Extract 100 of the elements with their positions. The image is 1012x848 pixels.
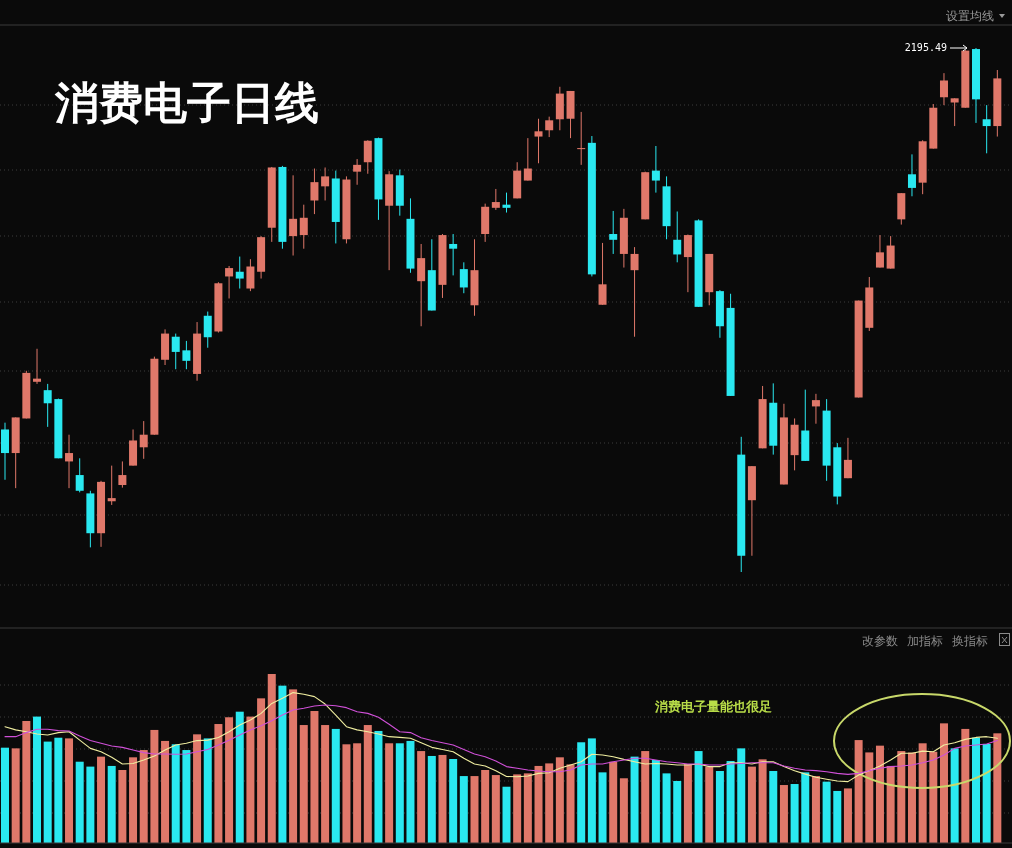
bar (854, 740, 863, 843)
bar (662, 773, 671, 843)
bar (406, 740, 415, 843)
bar (342, 744, 351, 843)
bar (683, 764, 692, 843)
candlestick (545, 116, 554, 138)
bar (481, 769, 490, 843)
candlestick (107, 465, 116, 506)
bar (641, 751, 650, 843)
bar (225, 717, 234, 843)
bar (235, 711, 244, 843)
bar (161, 740, 170, 843)
bar (811, 776, 820, 843)
bar (630, 756, 639, 843)
candlestick (534, 118, 543, 164)
bar (459, 776, 468, 843)
candlestick (353, 158, 362, 186)
candlestick (417, 243, 426, 327)
bar (139, 750, 148, 843)
bar (118, 769, 127, 843)
bar (438, 754, 447, 843)
bar (555, 757, 564, 843)
bar (918, 743, 927, 843)
candlestick (299, 204, 308, 250)
bar (65, 738, 74, 843)
bar (971, 737, 980, 843)
bar (11, 748, 20, 843)
text: 加指标 (907, 634, 943, 648)
text: 设置均线 (946, 9, 994, 23)
bar (97, 756, 106, 843)
bar (577, 742, 586, 843)
candlestick (1, 422, 10, 481)
candlestick (630, 246, 639, 338)
candlestick (235, 256, 244, 290)
bar (22, 720, 31, 843)
text: 消费电子日线 (54, 77, 319, 128)
bar (449, 759, 458, 843)
candlestick (139, 420, 148, 460)
bar (299, 725, 308, 843)
bar (587, 738, 596, 843)
candlestick (33, 348, 42, 385)
bar (566, 764, 575, 843)
bar (289, 689, 298, 843)
bar (715, 771, 724, 843)
bar (619, 778, 628, 843)
candlestick (171, 333, 180, 370)
candlestick (651, 145, 660, 194)
candlestick (65, 434, 74, 489)
candlestick (449, 233, 458, 276)
bar (694, 751, 703, 843)
bar (182, 750, 191, 843)
bar (43, 741, 52, 843)
bar (758, 759, 767, 843)
bar (363, 725, 372, 843)
bar (1, 747, 10, 843)
bar (950, 748, 959, 843)
candlestick (502, 192, 511, 214)
candlestick (310, 168, 319, 215)
candlestick (225, 265, 234, 299)
bar (513, 774, 522, 843)
candlestick (523, 137, 532, 182)
candlestick (182, 340, 191, 370)
candlestick (609, 210, 618, 255)
bar (278, 685, 287, 843)
candlestick (939, 72, 948, 106)
bar (897, 751, 906, 843)
bar (267, 674, 276, 843)
bar (395, 743, 404, 843)
bar (246, 716, 255, 843)
bar (129, 757, 138, 843)
bar (427, 755, 436, 843)
bar (833, 790, 842, 843)
bar (843, 788, 852, 843)
text: 改参数 (862, 634, 898, 648)
bar (598, 772, 607, 843)
candlestick (683, 234, 692, 293)
bar (502, 786, 511, 843)
text: 换指标 (952, 634, 988, 648)
bar (993, 733, 1002, 843)
candlestick (843, 437, 852, 479)
bar (801, 772, 810, 843)
candlestick (577, 111, 586, 166)
bar (673, 780, 682, 843)
bar (705, 766, 714, 843)
candlestick (886, 235, 895, 270)
bar (54, 737, 63, 843)
bar (865, 752, 874, 843)
annotation: 消费电子量能也很足 (653, 699, 772, 714)
bar (86, 766, 95, 843)
bar (545, 763, 554, 843)
candlestick (459, 261, 468, 294)
candlestick (950, 97, 959, 127)
bar (385, 743, 394, 843)
candlestick (673, 210, 682, 263)
bar (203, 738, 212, 843)
bar (737, 748, 746, 843)
bar (310, 711, 319, 843)
bar (875, 745, 884, 843)
bar (961, 728, 970, 843)
candlestick (118, 460, 127, 489)
